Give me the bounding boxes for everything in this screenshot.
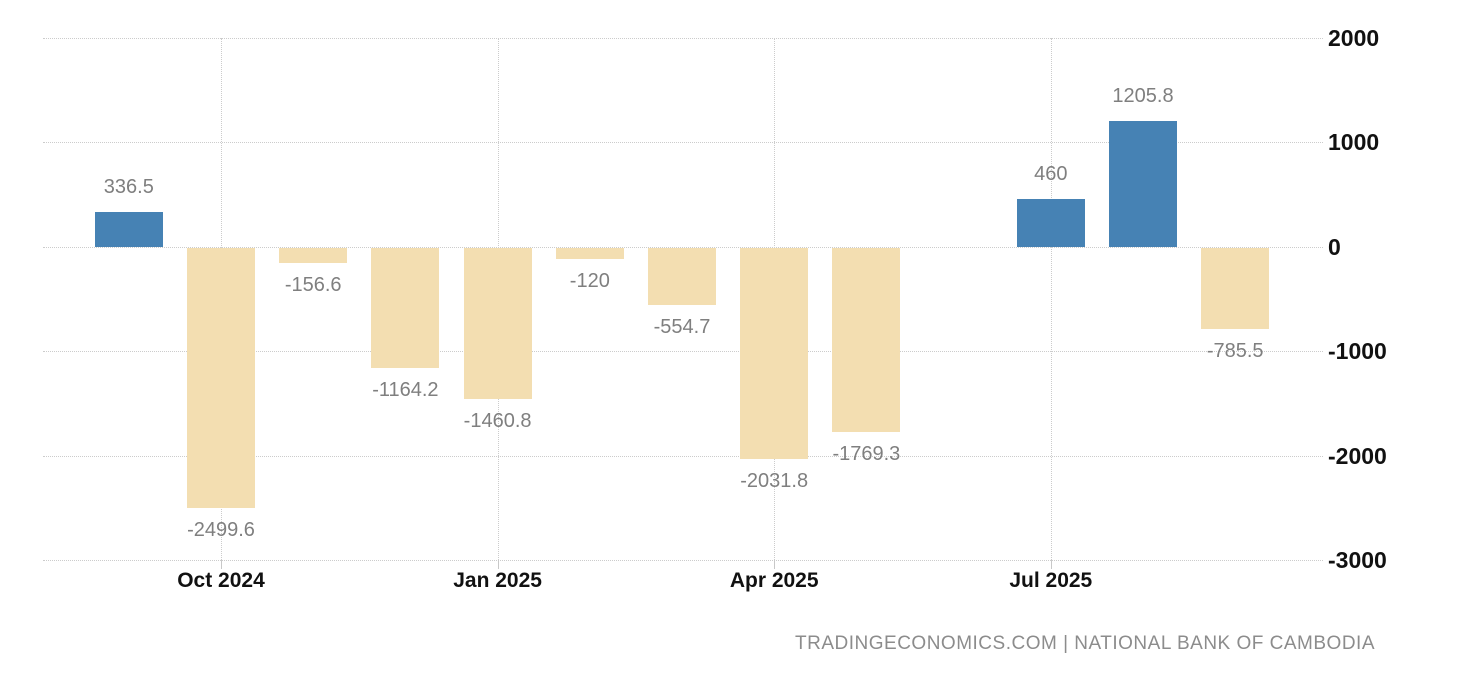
bar[interactable]	[94, 211, 163, 247]
h-gridline	[43, 38, 1323, 39]
bar-value-label: -1164.2	[372, 379, 439, 402]
h-gridline	[43, 142, 1323, 144]
bar[interactable]	[187, 247, 255, 508]
bar-value-label: -2031.8	[740, 469, 809, 492]
bar-value-label: -120	[569, 270, 610, 293]
x-axis-tick-label: Jul 2025	[1009, 569, 1093, 592]
bar[interactable]	[555, 247, 624, 260]
y-axis-tick-label: -2000	[1328, 442, 1387, 469]
bar-value-label: 336.5	[103, 175, 154, 198]
y-axis-tick-label: -1000	[1328, 338, 1387, 365]
attribution-text[interactable]: TRADINGECONOMICS.COM | NATIONAL BANK OF …	[795, 633, 1375, 654]
bar[interactable]	[1109, 120, 1177, 247]
y-axis-tick-label: -3000	[1328, 547, 1387, 573]
bar[interactable]	[1201, 247, 1270, 329]
bar-value-label: -785.5	[1206, 339, 1264, 362]
bar[interactable]	[832, 247, 901, 432]
x-axis-tick	[1050, 560, 1052, 569]
bar[interactable]	[371, 247, 440, 369]
bar-value-label: 460	[1034, 162, 1068, 185]
x-axis-tick-label: Apr 2025	[729, 569, 819, 592]
h-gridline	[43, 246, 1323, 248]
bar[interactable]	[279, 247, 348, 264]
y-axis-tick-label: 0	[1328, 233, 1341, 260]
bar[interactable]	[740, 247, 809, 459]
v-gridline	[1050, 38, 1052, 560]
h-gridline	[43, 455, 1323, 457]
bar[interactable]	[648, 247, 716, 305]
bar[interactable]	[1016, 198, 1085, 247]
h-gridline	[43, 560, 1323, 561]
x-axis-tick	[221, 560, 222, 569]
x-axis-tick	[497, 560, 499, 569]
bar[interactable]	[463, 247, 532, 400]
bar-value-label: -156.6	[284, 274, 342, 297]
bar-value-label: -554.7	[653, 315, 711, 338]
bar-value-label: 1205.8	[1112, 84, 1174, 107]
bar-value-label: -1460.8	[463, 410, 532, 433]
h-gridline	[43, 351, 1323, 353]
x-axis-tick	[774, 560, 776, 569]
x-axis-tick-label: Jan 2025	[453, 569, 542, 592]
y-axis-tick-label: 2000	[1328, 25, 1380, 51]
bar-value-label: -2499.6	[187, 518, 255, 541]
x-axis-tick-label: Oct 2024	[177, 569, 265, 592]
bar-value-label: -1769.3	[832, 442, 901, 465]
y-axis-tick-label: 1000	[1328, 129, 1380, 156]
